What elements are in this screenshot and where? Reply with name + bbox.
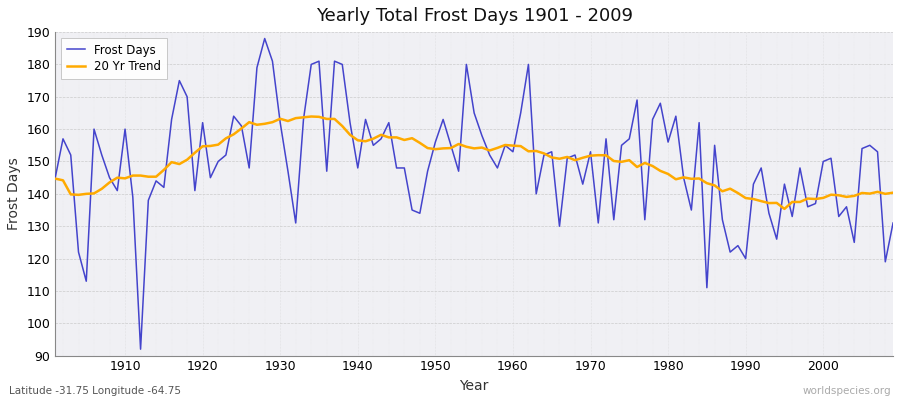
Frost Days: [887, 220, 898, 225]
20 Yr Trend: [50, 176, 60, 181]
20 Yr Trend: [508, 143, 518, 148]
Line: 20 Yr Trend: 20 Yr Trend: [55, 116, 893, 209]
Title: Yearly Total Frost Days 1901 - 2009: Yearly Total Frost Days 1901 - 2009: [316, 7, 633, 25]
20 Yr Trend: [887, 190, 898, 195]
20 Yr Trend: [306, 114, 317, 119]
Text: worldspecies.org: worldspecies.org: [803, 386, 891, 396]
20 Yr Trend: [516, 144, 526, 148]
Legend: Frost Days, 20 Yr Trend: Frost Days, 20 Yr Trend: [61, 38, 167, 79]
Line: Frost Days: Frost Days: [55, 38, 893, 349]
Frost Days: [516, 110, 526, 115]
Frost Days: [616, 143, 627, 148]
20 Yr Trend: [112, 175, 122, 180]
Text: Latitude -31.75 Longitude -64.75: Latitude -31.75 Longitude -64.75: [9, 386, 181, 396]
Frost Days: [50, 175, 60, 180]
Frost Days: [345, 120, 356, 125]
20 Yr Trend: [608, 159, 619, 164]
Frost Days: [112, 188, 122, 193]
20 Yr Trend: [779, 206, 790, 211]
Frost Days: [135, 347, 146, 352]
X-axis label: Year: Year: [460, 379, 489, 393]
Frost Days: [298, 117, 309, 122]
20 Yr Trend: [283, 119, 293, 124]
Frost Days: [259, 36, 270, 41]
Frost Days: [523, 62, 534, 67]
20 Yr Trend: [337, 124, 347, 128]
Y-axis label: Frost Days: Frost Days: [7, 158, 21, 230]
